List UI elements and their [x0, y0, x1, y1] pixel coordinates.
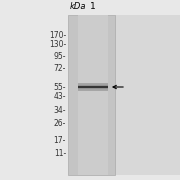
- Bar: [78, 89, 108, 90]
- Text: 72-: 72-: [54, 64, 66, 73]
- Bar: [78, 87, 108, 88]
- Bar: [68, 15, 115, 175]
- Text: 170-: 170-: [49, 31, 66, 40]
- Text: 43-: 43-: [53, 92, 66, 101]
- Bar: [78, 86, 108, 87]
- Bar: [78, 85, 108, 86]
- Bar: [78, 89, 108, 90]
- Bar: [78, 86, 108, 87]
- Text: 17-: 17-: [54, 136, 66, 145]
- Text: 26-: 26-: [54, 119, 66, 128]
- Bar: [78, 84, 108, 85]
- Text: 130-: 130-: [49, 40, 66, 49]
- Bar: [78, 87, 108, 88]
- Bar: [78, 90, 108, 91]
- Bar: [115, 15, 180, 175]
- Text: kDa: kDa: [70, 2, 87, 11]
- Bar: [78, 88, 108, 89]
- Bar: [78, 85, 108, 86]
- Text: 95-: 95-: [53, 52, 66, 61]
- Text: 11-: 11-: [54, 149, 66, 158]
- Bar: [78, 83, 108, 84]
- Text: 34-: 34-: [53, 106, 66, 115]
- Bar: [78, 88, 108, 89]
- Bar: [78, 84, 108, 85]
- Bar: [78, 15, 108, 175]
- Bar: [78, 84, 108, 85]
- Text: 55-: 55-: [53, 82, 66, 91]
- Text: 1: 1: [90, 2, 96, 11]
- Bar: [78, 90, 108, 91]
